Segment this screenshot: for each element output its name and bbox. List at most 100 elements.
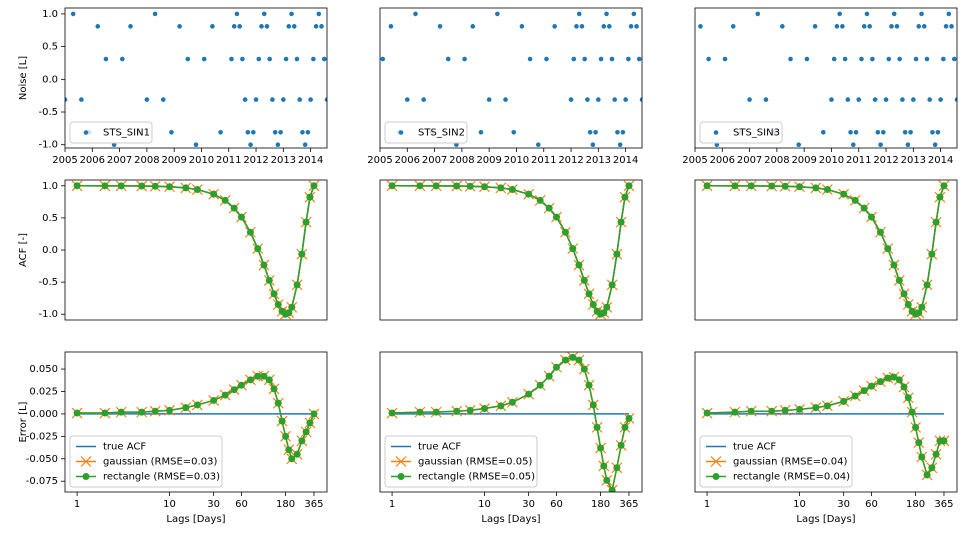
point [891, 11, 897, 17]
point [305, 129, 311, 135]
marker-o [497, 402, 505, 410]
point [579, 24, 585, 29]
marker-o [876, 378, 884, 386]
point [867, 24, 872, 29]
point [812, 24, 818, 29]
point [837, 11, 842, 17]
marker-o [608, 486, 616, 492]
legend-marker [395, 456, 407, 467]
marker-o [900, 290, 908, 298]
point [585, 97, 590, 102]
point [831, 56, 837, 62]
marker-o [306, 419, 314, 427]
axes-frame [694, 179, 958, 321]
point [193, 142, 199, 148]
x-tick-label: 10 [793, 499, 806, 510]
point [302, 142, 308, 148]
marker-o [288, 303, 296, 311]
marker-o [890, 261, 898, 269]
marker-o [246, 376, 254, 384]
point [840, 24, 845, 29]
point [796, 142, 802, 148]
marker-o [151, 407, 159, 415]
point [311, 56, 316, 62]
subplot: 2005 2006 2007 2008 2009 2010 2011 2012 2013 2014… [367, 7, 643, 166]
y-tick-label: 0.5 [42, 42, 58, 53]
point [294, 56, 300, 62]
point [596, 97, 601, 102]
point [297, 97, 303, 102]
marker-o [600, 309, 608, 317]
marker-o [466, 406, 474, 414]
point [872, 97, 878, 102]
point [421, 97, 426, 102]
point [261, 11, 267, 17]
x-tick-label: 2006 [710, 155, 735, 166]
marker-o [302, 218, 310, 226]
point [256, 56, 262, 62]
point [612, 97, 618, 102]
point [576, 11, 582, 17]
point [201, 56, 207, 62]
marker-o [915, 439, 923, 447]
x-tick-label: 2008 [134, 155, 159, 166]
marker-o [453, 182, 461, 190]
point [900, 97, 905, 102]
x-tick-label: 2014 [928, 155, 953, 166]
y-tick-label: -0.5 [38, 277, 58, 288]
axes-frame [379, 179, 643, 321]
point [902, 129, 908, 135]
axes-frame [379, 7, 643, 149]
marker-o [432, 408, 440, 416]
axes-frame [64, 179, 328, 321]
marker-o [912, 423, 920, 431]
point [853, 129, 859, 135]
y-axis-label: ACF [-] [18, 233, 29, 267]
marker-o [932, 450, 940, 458]
legend-label: gaussian (RMSE=0.05) [418, 457, 532, 468]
point [283, 56, 289, 62]
marker-o [246, 228, 254, 236]
marker-o [851, 196, 859, 204]
x-tick-label: 2010 [819, 155, 844, 166]
marker-o [182, 184, 190, 192]
legend-label: true ACF [103, 442, 146, 453]
point [210, 24, 215, 29]
marker-o [781, 406, 789, 414]
y-axis-label: Error [L] [18, 401, 29, 442]
point [445, 56, 451, 62]
point [160, 97, 166, 102]
point [248, 142, 253, 148]
x-axis-label: Lags [Days] [481, 514, 540, 525]
x-tick-label: 2005 [52, 155, 77, 166]
point [316, 11, 322, 17]
marker-o [812, 404, 820, 412]
point [128, 24, 133, 29]
marker-o [561, 228, 569, 236]
marker-o [302, 428, 310, 436]
point [486, 97, 492, 102]
marker-o [703, 182, 711, 190]
point [65, 97, 68, 102]
y-tick-label: 0.5 [42, 213, 58, 224]
point [631, 11, 637, 17]
point [930, 129, 935, 135]
marker-o [796, 405, 804, 413]
x-tick-label: 2007 [422, 155, 447, 166]
marker-o [900, 383, 908, 391]
marker-o [781, 182, 789, 190]
x-tick-label: 1 [389, 499, 395, 510]
legend-marker [82, 473, 90, 480]
x-tick-label: 2008 [764, 155, 789, 166]
point [604, 11, 609, 17]
point [916, 24, 922, 29]
marker-o [117, 408, 125, 416]
point [763, 97, 769, 102]
point [897, 56, 902, 62]
x-tick-label: 180 [591, 499, 610, 510]
point [185, 56, 191, 62]
marker-o [306, 193, 314, 201]
x-tick-label: 1 [74, 499, 80, 510]
plot-area [701, 180, 950, 320]
